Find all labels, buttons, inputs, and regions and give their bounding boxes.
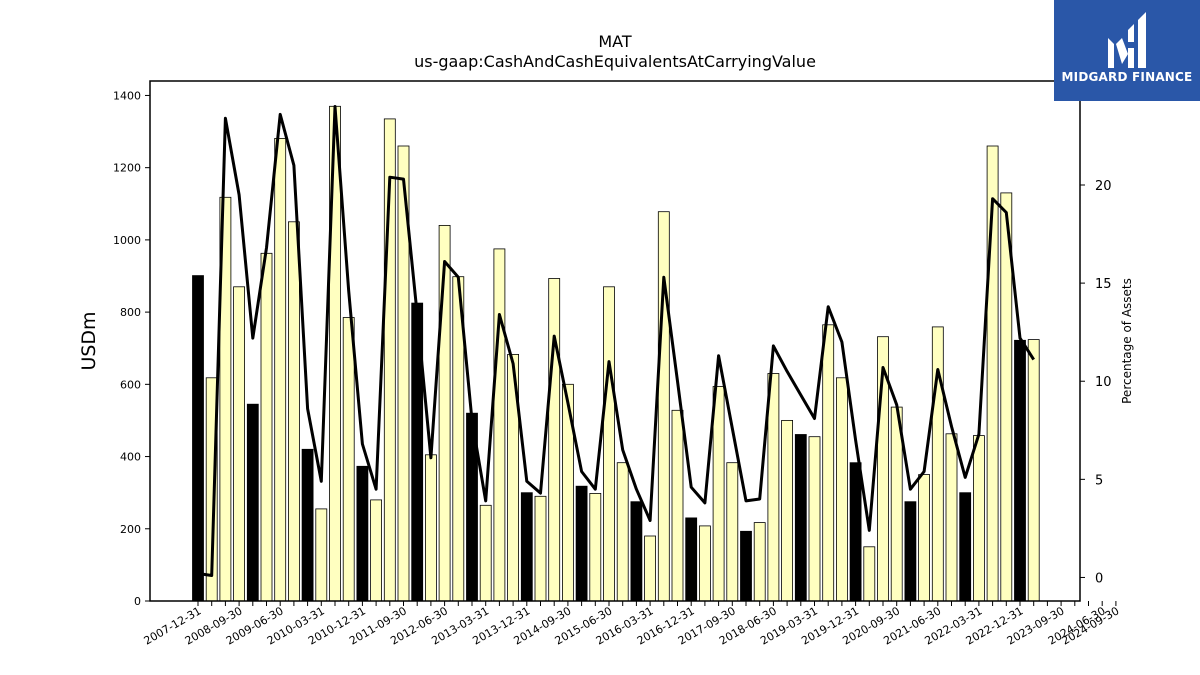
bar-2007-12-31 — [192, 275, 204, 602]
y2-tick-label: 10 — [1095, 375, 1112, 390]
bar-2020-12-31 — [904, 501, 917, 602]
bar-2016-12-31 — [685, 517, 698, 602]
bar-2017-03-31 — [699, 525, 711, 602]
bar-2019-06-30 — [822, 324, 835, 602]
chart-title: MAT — [598, 32, 632, 51]
bar-2008-09-30 — [233, 286, 246, 602]
bar-2022-03-31 — [973, 435, 985, 602]
line-series — [197, 105, 1035, 577]
bar-2015-12-31 — [630, 501, 643, 602]
y-tick-label: 0 — [134, 595, 141, 608]
bar-2016-03-31 — [644, 535, 656, 602]
bar-2021-12-31 — [959, 492, 972, 602]
bar-2020-03-31 — [863, 546, 876, 602]
y-axis: 0 200 400 600 800 1000 1200 1400 — [113, 89, 150, 608]
bar-2019-12-31 — [849, 462, 862, 602]
bar-2016-09-30 — [671, 409, 684, 602]
bar-2010-09-30 — [342, 317, 355, 602]
y2-tick-label: 5 — [1095, 473, 1103, 488]
chart-subtitle: us-gaap:CashAndCashEquivalentsAtCarrying… — [414, 52, 816, 71]
bar-series — [192, 105, 1040, 602]
bar-2018-03-31 — [753, 522, 766, 602]
bar-2016-06-30 — [657, 211, 670, 602]
bar-2014-03-31 — [534, 495, 547, 602]
bar-2013-06-30 — [493, 248, 506, 602]
bar-2013-03-31 — [479, 504, 492, 602]
bar-2009-12-31 — [301, 448, 314, 602]
bar-2017-09-30 — [726, 462, 739, 602]
percentage-line — [197, 105, 1035, 577]
y-tick-label: 1000 — [113, 234, 141, 247]
x-axis: 2007-12-312008-09-302009-06-302010-03-31… — [142, 601, 1121, 648]
y2-axis: 0 5 10 15 20 — [1080, 179, 1112, 586]
y-tick-label: 600 — [120, 378, 141, 391]
bar-2014-06-30 — [548, 278, 561, 602]
bar-2012-03-31 — [424, 454, 437, 602]
bar-2019-09-30 — [836, 377, 848, 602]
y2-tick-label: 0 — [1095, 571, 1103, 586]
y2-tick-label: 15 — [1095, 277, 1112, 292]
bar-2014-12-31 — [575, 485, 588, 602]
bar-2021-09-30 — [945, 433, 958, 602]
bar-2015-06-30 — [603, 286, 615, 602]
bar-2015-09-30 — [616, 462, 629, 602]
bar-2009-06-30 — [274, 137, 287, 602]
bar-2022-12-31 — [1014, 339, 1026, 602]
bar-2011-03-31 — [370, 499, 383, 602]
bar-2013-12-31 — [520, 492, 533, 602]
bar-2009-09-30 — [287, 221, 300, 602]
y-tick-label: 800 — [120, 306, 141, 319]
plot-border — [149, 80, 1081, 602]
bar-2018-06-30 — [767, 373, 780, 602]
bar-2023-03-31 — [1027, 339, 1040, 602]
y2-tick-label: 20 — [1095, 179, 1112, 194]
bar-2010-03-31 — [315, 508, 328, 602]
bar-2018-12-31 — [794, 434, 807, 602]
bar-2015-03-31 — [589, 492, 602, 602]
y-tick-label: 200 — [120, 523, 141, 536]
y2-axis-label: Percentage of Assets — [1120, 278, 1134, 404]
bar-2017-06-30 — [712, 386, 725, 602]
bar-2019-03-31 — [808, 436, 821, 602]
y-tick-label: 1400 — [113, 89, 141, 102]
midgard-logo-icon — [1108, 12, 1146, 68]
brand-logo: MIDGARD FINANCE — [1054, 0, 1200, 101]
bar-2009-03-31 — [260, 252, 273, 602]
y-tick-label: 1200 — [113, 162, 141, 175]
bar-2017-12-31 — [740, 530, 752, 602]
bar-2010-12-31 — [356, 465, 369, 602]
logo-text: MIDGARD FINANCE — [1061, 70, 1193, 84]
plot-frame — [149, 80, 1081, 602]
bar-2021-03-31 — [918, 474, 930, 602]
bar-2018-09-30 — [781, 419, 793, 602]
y-tick-label: 400 — [120, 451, 141, 464]
y-axis-label: USDm — [78, 311, 100, 370]
bar-2008-12-31 — [246, 403, 259, 602]
